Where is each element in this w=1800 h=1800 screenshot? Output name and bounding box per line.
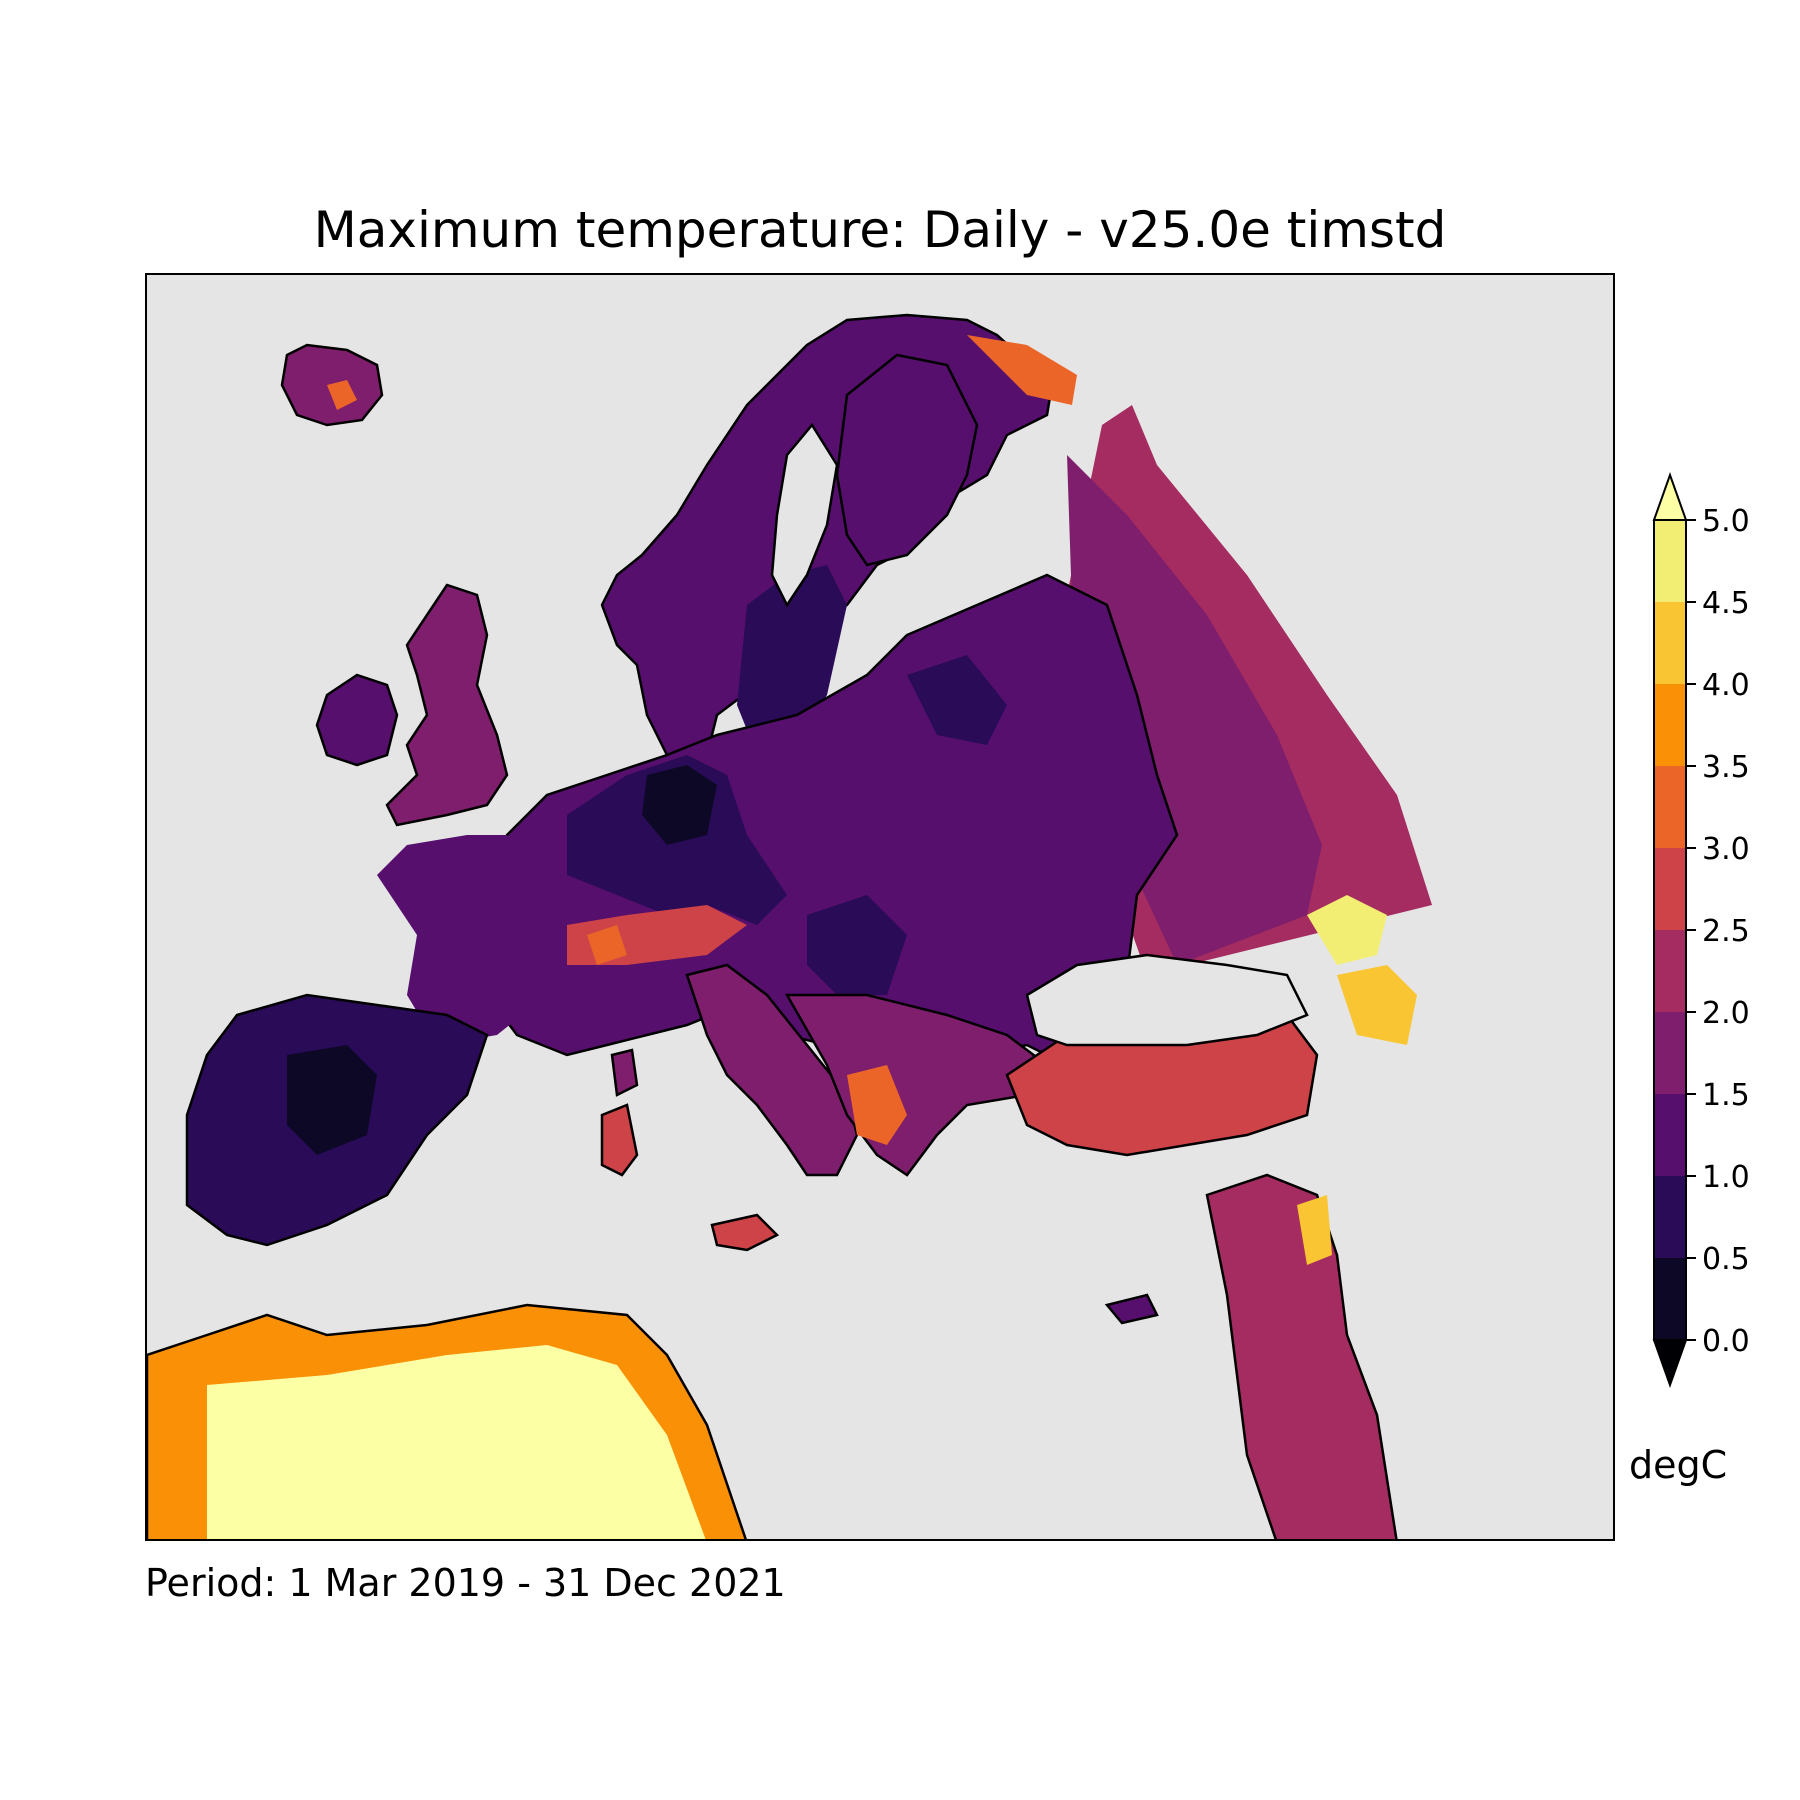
colorbar-over-triangle bbox=[1652, 472, 1688, 521]
eastern-europe-low bbox=[907, 655, 1007, 745]
iceland-high bbox=[327, 380, 357, 410]
colorbar: 0.0 0.5 1.0 1.5 2.0 2.5 3.0 3.5 4.0 4.5 5.0 bbox=[1652, 472, 1750, 1388]
colorbar-tick-label: 3.0 bbox=[1702, 832, 1750, 867]
colorbar-tick-label: 0.5 bbox=[1702, 1242, 1750, 1277]
corsica bbox=[610, 1048, 639, 1097]
colorbar-band bbox=[1654, 1012, 1686, 1094]
caucasus-high bbox=[1307, 895, 1387, 965]
germany-lowest bbox=[642, 765, 717, 845]
carpathian-low bbox=[807, 895, 907, 995]
black-sea bbox=[1025, 953, 1309, 1047]
colorbar-band bbox=[1654, 684, 1686, 766]
colorbar-tick-label: 2.0 bbox=[1702, 996, 1750, 1031]
sahara-high bbox=[207, 1345, 706, 1539]
colorbar-tick-label: 1.0 bbox=[1702, 1160, 1750, 1195]
colorbar-tick-label: 2.5 bbox=[1702, 914, 1750, 949]
levant-coast-high bbox=[1297, 1195, 1332, 1265]
colorbar-band bbox=[1654, 1258, 1686, 1340]
alps-peak bbox=[587, 925, 627, 965]
colorbar-tick-label: 1.5 bbox=[1702, 1078, 1750, 1113]
great-britain bbox=[385, 583, 509, 827]
colorbar-unit-label: degC bbox=[1629, 1443, 1728, 1487]
colorbar-tick-label: 4.0 bbox=[1702, 668, 1750, 703]
colorbar-band bbox=[1654, 1094, 1686, 1176]
colorbar-band bbox=[1654, 1176, 1686, 1258]
colorbar-under-triangle bbox=[1652, 1339, 1688, 1388]
colorbar-tick-label: 0.0 bbox=[1702, 1324, 1750, 1359]
cyprus bbox=[1104, 1293, 1159, 1325]
colorbar-band bbox=[1654, 930, 1686, 1012]
colorbar-tick-label: 4.5 bbox=[1702, 586, 1750, 621]
greece-high bbox=[847, 1065, 907, 1145]
levant bbox=[1205, 1173, 1398, 1539]
kola-coast-high bbox=[967, 335, 1077, 405]
east-steppe-high bbox=[1337, 965, 1417, 1045]
period-label: Period: 1 Mar 2019 - 31 Dec 2021 bbox=[145, 1561, 786, 1605]
europe-map bbox=[147, 275, 1613, 1539]
balkans bbox=[784, 993, 1049, 1177]
colorbar-tick-label: 3.5 bbox=[1702, 750, 1750, 785]
ireland bbox=[315, 673, 399, 767]
italy bbox=[685, 963, 859, 1177]
map-panel bbox=[145, 273, 1615, 1541]
france-land bbox=[377, 835, 567, 1045]
colorbar-band bbox=[1654, 766, 1686, 848]
colorbar-band bbox=[1654, 848, 1686, 930]
sicily bbox=[710, 1213, 780, 1252]
finland-land bbox=[835, 353, 979, 567]
colorbar-tick-label: 5.0 bbox=[1702, 504, 1750, 539]
iberia-low bbox=[287, 1045, 377, 1155]
colorbar-band bbox=[1654, 520, 1686, 602]
map-title: Maximum temperature: Daily - v25.0e tims… bbox=[313, 201, 1447, 259]
bothnian-gulf bbox=[770, 422, 839, 608]
sardinia bbox=[600, 1103, 639, 1177]
colorbar-band bbox=[1654, 602, 1686, 684]
